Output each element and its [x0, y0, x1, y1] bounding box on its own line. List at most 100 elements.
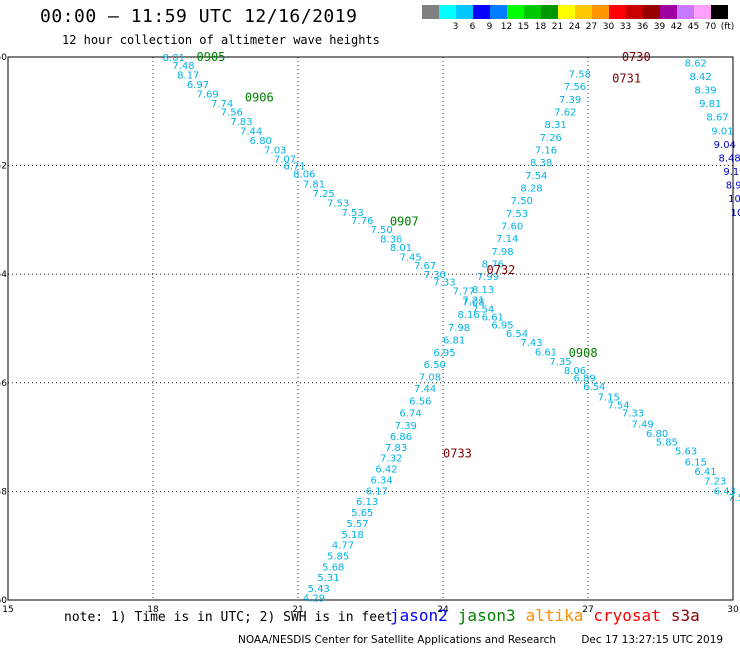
data-point-jason3: 7.33 — [433, 277, 455, 288]
data-point-jason3: 7.83 — [230, 117, 252, 128]
data-point-jason3: 8.31 — [545, 120, 567, 131]
data-point-jason3: 8.13 — [472, 285, 494, 296]
data-point-jason3: 5.85 — [327, 551, 349, 562]
data-point-jason3: 7.56 — [221, 107, 243, 118]
data-point-jason3: 6.61 — [482, 313, 504, 324]
data-point-jason3: 6.54 — [583, 382, 605, 393]
x-tick-label: 24 — [437, 605, 449, 615]
colorbar-label: 18 — [534, 22, 547, 32]
data-point-jason3: 7.48 — [172, 61, 194, 72]
y-tick-label: -58 — [0, 487, 7, 497]
x-tick-label: 21 — [292, 605, 303, 615]
colorbar-cell — [473, 5, 490, 19]
data-point-jason3: 7.44 — [240, 126, 262, 137]
data-point-jason3: 7.81 — [303, 180, 325, 191]
colorbar-cell — [524, 5, 541, 19]
x-tick-label: 27 — [582, 605, 593, 615]
data-point-jason3: 7.77 — [453, 286, 475, 297]
data-point-jason3: 5.18 — [342, 530, 364, 541]
colorbar-cell — [541, 5, 558, 19]
data-point-jason3: 7.74 — [211, 99, 233, 110]
data-point-jason3: 7.39 — [395, 421, 417, 432]
data-point-jason3: 7.39 — [559, 95, 581, 106]
y-tick-label: -56 — [0, 379, 7, 389]
colorbar-label: 12 — [500, 22, 513, 32]
data-point-jason3: 6.41 — [694, 467, 716, 478]
data-point-jason3: 7.21 — [462, 296, 484, 307]
data-point-jason3: 6.56 — [409, 397, 431, 408]
data-point-jason3: 6.80 — [646, 429, 668, 440]
plot-frame — [7, 56, 734, 601]
data-point-jason3: 7.23 — [704, 477, 726, 488]
data-point-jason3: 4.29 — [303, 593, 325, 604]
legend-s3a: s3a — [670, 606, 700, 625]
data-point-jason3: 7.03 — [264, 145, 286, 156]
data-point-jason3: 6.13 — [356, 497, 378, 508]
y-tick-label: -60 — [0, 596, 7, 606]
y-tick-label: -50 — [0, 53, 7, 63]
data-point-jason3: 8.01 — [163, 53, 185, 64]
data-point-jason3: 7.33 — [622, 409, 644, 420]
footer-credit: NOAA/NESDIS Center for Satellite Applica… — [238, 634, 740, 646]
data-point-jason3: 5.43 — [308, 584, 330, 595]
data-point-jason3: 7.99 — [477, 272, 499, 283]
colorbar-cell — [609, 5, 626, 19]
colorbar-cell — [456, 5, 473, 19]
data-point-jason3: 7.98 — [448, 323, 470, 334]
colorbar-cell — [507, 5, 524, 19]
data-point-jason3: 7.83 — [385, 443, 407, 454]
colorbar-label: 42 — [670, 22, 683, 32]
data-point-jason3: 8.36 — [380, 234, 402, 245]
legend-jason3: jason3 — [457, 606, 516, 625]
data-point-jason3: 7.52 — [728, 493, 740, 504]
colorbar-label: 36 — [636, 22, 649, 32]
data-point-jason3: 7.45 — [400, 252, 422, 263]
data-point-jason3: 7.53 — [342, 208, 364, 219]
colorbar-label: 30 — [602, 22, 615, 32]
data-point-jason3: 7.32 — [380, 454, 402, 465]
data-point-jason3: 7.14 — [496, 234, 518, 245]
data-point-jason3: 7.56 — [564, 82, 586, 93]
data-point-jason3: 6.54 — [506, 329, 528, 340]
data-point-jason2: 9.19 — [723, 167, 740, 178]
data-point-jason3: 8.06 — [564, 366, 586, 377]
colorbar-label: 27 — [585, 22, 598, 32]
x-tick-label: 18 — [147, 605, 159, 615]
data-point-jason3: 7.76 — [351, 216, 373, 227]
data-point-jason3: 7.43 — [520, 338, 542, 349]
colorbar-cell — [643, 5, 660, 19]
data-point-jason3: 7.49 — [632, 420, 654, 431]
data-point-jason3: 6.95 — [433, 348, 455, 359]
data-point-jason3: 5.31 — [317, 573, 339, 584]
data-point-jason3: 6.95 — [491, 321, 513, 332]
data-point-jason3: 4.77 — [332, 541, 354, 552]
data-point-jason3: 6.80 — [250, 136, 272, 147]
data-point-jason3: 7.16 — [535, 145, 557, 156]
data-point-jason3: 6.42 — [375, 465, 397, 476]
data-point-jason3: 7.54 — [525, 171, 547, 182]
data-point-jason3: 5.63 — [675, 447, 697, 458]
data-point-jason2: 10.1 — [728, 194, 740, 205]
colorbar-cell — [592, 5, 609, 19]
data-point-jason3: 7.58 — [569, 69, 591, 80]
data-point-jason2: 8.48 — [719, 153, 740, 164]
data-point-jason3: 7.98 — [491, 247, 513, 258]
colorbar-cell — [711, 5, 728, 19]
data-point-jason3: 6.89 — [574, 373, 596, 384]
data-point-jason3: 8.06 — [293, 170, 315, 181]
data-point-jason2: 8.91 — [726, 181, 740, 192]
data-point-jason3: 6.17 — [366, 486, 388, 497]
colorbar-label: (ft) — [720, 22, 735, 32]
y-tick-label: -54 — [0, 270, 7, 280]
data-point-jason3: 8.17 — [177, 70, 199, 81]
data-point-jason3: 5.68 — [322, 562, 344, 573]
footer-note: note: 1) Time is in UTC; 2) SWH is in fe… — [64, 610, 393, 625]
data-point-jason3: 6.97 — [187, 80, 209, 91]
track-label: 0730 — [622, 50, 651, 64]
data-point-jason3: 7.50 — [511, 196, 533, 207]
data-point-jason3: 6.71 — [284, 162, 306, 173]
data-point-jason3: 8.76 — [482, 259, 504, 270]
data-point-jason3: 8.01 — [390, 243, 412, 254]
